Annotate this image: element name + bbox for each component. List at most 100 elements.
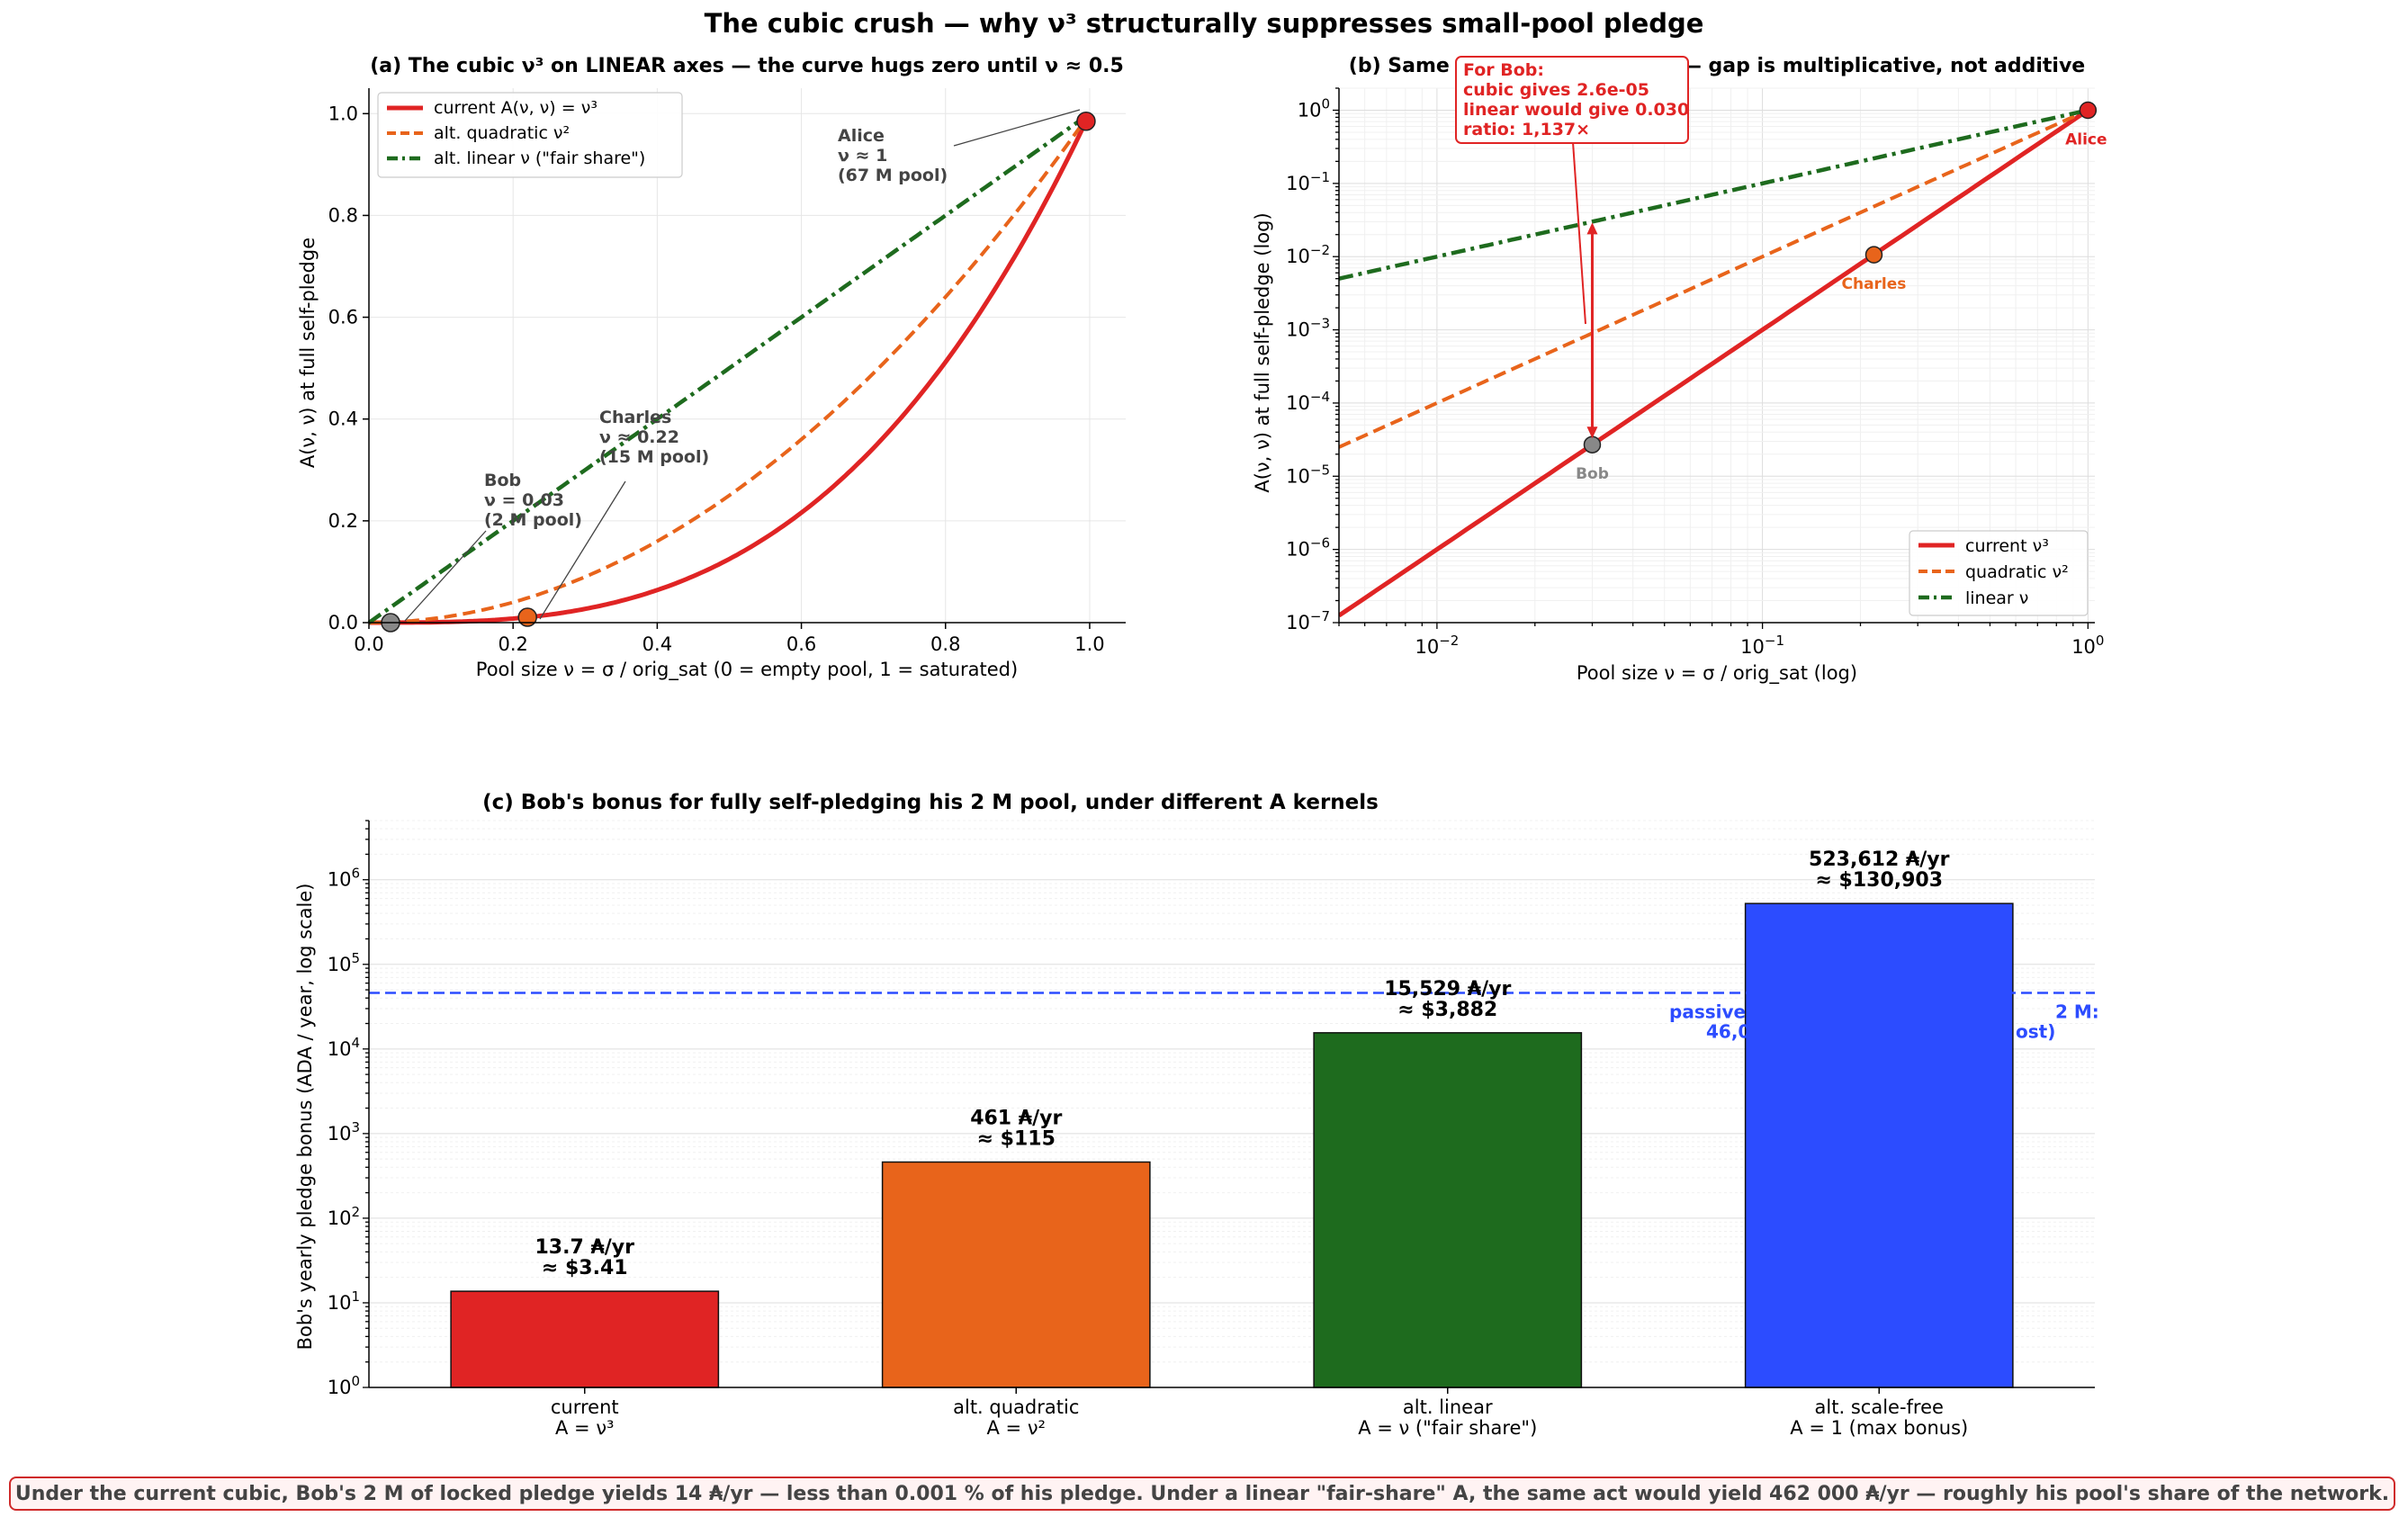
legend-label: quadratic ν² [1965,562,2069,582]
annotation-text-charles: ν ≈ 0.22 [599,427,679,447]
legend-label: current A(ν, ν) = ν³ [434,98,598,118]
reference-label: 46,0 [1706,1020,1750,1042]
y-tick-label: 106 [328,866,360,891]
annotation-text: cubic gives 2.6e-05 [1463,80,1649,100]
category-label: alt. linear [1403,1396,1493,1418]
category-label: A = ν² [987,1417,1046,1439]
reference-label: passive [1669,1001,1746,1022]
bar-3 [1744,902,2014,1388]
y-tick-label: 100 [1298,95,1330,121]
y-tick-label: 0.4 [328,408,358,430]
y-tick-label: 10−2 [1286,242,1330,267]
x-tick-label: 0.0 [354,633,383,655]
series-line-2 [1339,108,2089,449]
annotation-leader [404,530,487,622]
series-line-1 [1339,108,2089,281]
bar-1 [881,1161,1151,1388]
y-tick-label: 0.2 [328,510,358,532]
x-tick-label: 0.6 [786,633,816,655]
category-label: A = 1 (max bonus) [1790,1417,1968,1439]
gap-arrow-head-down [1586,426,1598,439]
legend-label: alt. linear ν ("fair share") [434,148,645,168]
x-tick-label: 0.8 [930,633,960,655]
x-tick-label: 0.4 [642,633,672,655]
annotation-box [1455,56,1689,144]
bar-value-label: ≈ $115 [977,1127,1056,1150]
reference-label: 2 M: [2055,1001,2099,1022]
annotation-text-bob: ν = 0.03 [484,490,564,510]
annotation-text-alice: (67 M pool) [838,166,948,185]
panel-c-ylabel: Bob's yearly pledge bonus (ADA / year, l… [294,884,316,1351]
annotation-leader [1572,141,1586,325]
y-tick-label: 105 [328,950,360,975]
bar-2 [1313,1032,1583,1388]
annotation-leader [539,480,626,620]
y-tick-label: 0.8 [328,204,358,226]
legend-box [1909,530,2089,616]
category-label: A = ν³ [555,1417,614,1439]
annotation-text-alice: ν ≈ 1 [838,146,887,166]
y-tick-label: 10−3 [1286,316,1330,341]
bar-value-label: 13.7 ₳/yr [535,1236,635,1259]
series-line-3 [369,112,1092,625]
point-label-bob: Bob [1576,465,1609,483]
gap-arrow-head-up [1586,222,1598,235]
legend-label: alt. quadratic ν² [434,123,570,143]
point-alice [1076,112,1096,131]
panel-b-ylabel: A(ν, ν) at full self-pledge (log) [1252,212,1273,492]
legend-label: current ν³ [1965,536,2049,556]
y-tick-label: 104 [328,1035,360,1060]
panel-b: (b) Same curves on LOG axes — gap is mul… [1252,55,2107,685]
y-tick-label: 103 [328,1119,360,1144]
legend-box [377,92,683,178]
reference-label: ost) [2016,1020,2055,1042]
x-tick-label: 100 [2071,633,2104,658]
y-tick-label: 101 [328,1288,360,1314]
x-tick-label: 10−1 [1740,633,1784,658]
point-bob [1583,435,1602,453]
bar-value-label: 523,612 ₳/yr [1809,848,1950,871]
bar-value-label: 461 ₳/yr [970,1107,1062,1129]
panel-a-ylabel: A(ν, ν) at full self-pledge [297,238,319,468]
series-line-2 [369,112,1092,624]
y-tick-label: 10−5 [1286,462,1330,487]
bar-value-label: ≈ $3,882 [1397,999,1497,1021]
y-tick-label: 10−7 [1286,608,1330,633]
bar-value-label: ≈ $130,903 [1815,869,1943,892]
annotation-text: linear would give 0.030 [1463,100,1689,120]
category-label: alt. scale-free [1815,1396,1944,1418]
panel-a: (a) The cubic ν³ on LINEAR axes — the cu… [297,55,1126,681]
y-tick-label: 0.0 [328,612,358,633]
annotation-text-bob: Bob [484,471,521,490]
bar-value-label: 15,529 ₳/yr [1384,978,1511,1001]
panel-b-xlabel: Pool size ν = σ / orig_sat (log) [1577,662,1857,685]
panel-c-title: (c) Bob's bonus for fully self-pledging … [482,791,1379,814]
x-tick-label: 10−2 [1415,633,1459,658]
footer-note: Under the current cubic, Bob's 2 M of lo… [9,1477,2395,1511]
annotation-text-alice: Alice [838,126,885,146]
series-line-1 [367,112,1092,624]
panel-c: (c) Bob's bonus for fully self-pledging … [294,791,2099,1439]
panel-a-title: (a) The cubic ν³ on LINEAR axes — the cu… [370,55,1124,77]
y-tick-label: 100 [328,1373,360,1398]
bar-0 [450,1290,720,1388]
annotation-text: For Bob: [1463,60,1544,80]
annotation-text-charles: (15 M pool) [599,447,709,467]
annotation-text-bob: (2 M pool) [484,510,582,530]
point-charles [517,607,537,627]
y-tick-label: 102 [328,1204,360,1229]
x-tick-label: 0.2 [498,633,527,655]
y-tick-label: 1.0 [328,103,358,124]
category-label: A = ν ("fair share") [1358,1417,1537,1439]
annotation-leader [953,109,1081,147]
category-label: alt. quadratic [953,1396,1079,1418]
annotation-text: ratio: 1,137× [1463,120,1590,139]
point-alice [2079,101,2098,120]
annotation-text-charles: Charles [599,408,671,427]
series-line-3 [1339,108,2089,618]
x-tick-label: 1.0 [1074,633,1104,655]
category-label: current [551,1396,619,1418]
legend-label: linear ν [1965,588,2028,608]
y-tick-label: 10−1 [1286,169,1330,194]
